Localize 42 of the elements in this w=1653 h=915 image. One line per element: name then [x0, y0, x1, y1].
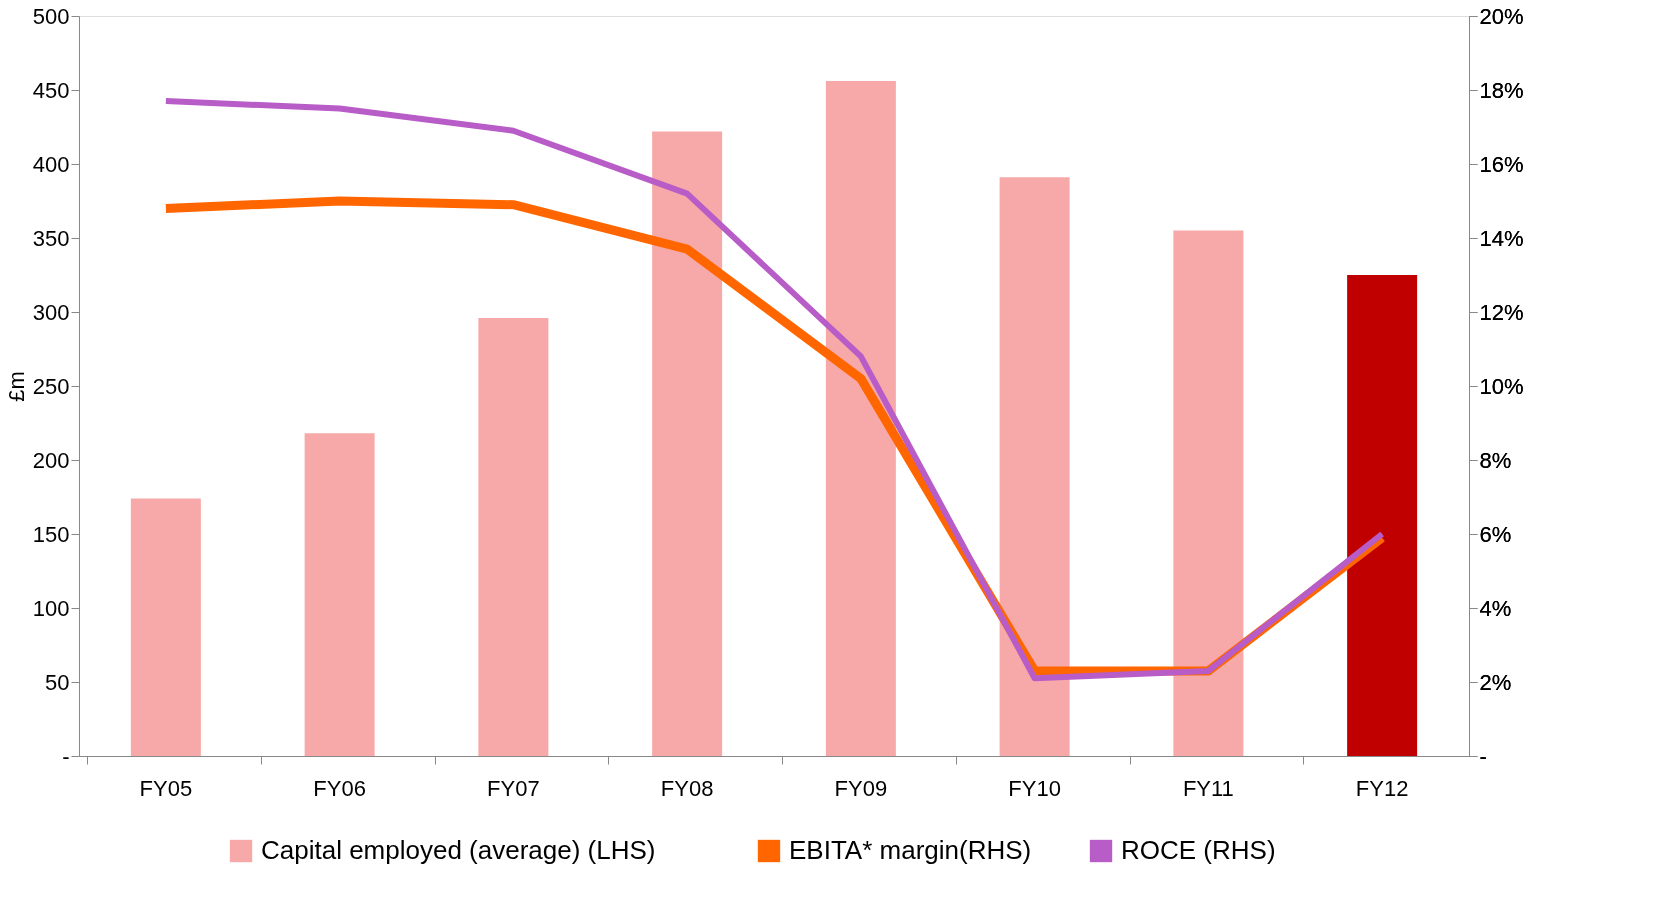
y2-tick-label: 8%: [1479, 447, 1512, 473]
legend-label: ROCE (RHS): [1121, 835, 1276, 865]
y-tick-label: 300: [32, 299, 70, 325]
y2-tick-label: 10%: [1479, 373, 1524, 399]
bar: [130, 498, 201, 756]
legend-label: Capital employed (average) (LHS): [261, 835, 656, 865]
y-tick-label: 450: [32, 77, 70, 103]
y2-tick-label: 6%: [1479, 521, 1512, 547]
bar: [1173, 230, 1244, 756]
x-tick-label: FY11: [1182, 775, 1234, 801]
x-tick-label: FY06: [313, 775, 366, 801]
y-tick-label: 500: [32, 3, 70, 29]
y-tick-label: -: [62, 743, 70, 769]
y-tick-label: 100: [32, 595, 70, 621]
y-tick-label: 50: [45, 669, 70, 695]
y-axis-title: £m: [3, 371, 29, 402]
bar: [825, 81, 896, 756]
y2-tick-label: 4%: [1479, 595, 1512, 621]
y-tick-label: 400: [32, 151, 70, 177]
y2-tick-label: 2%: [1479, 669, 1512, 695]
y2-tick-label: -: [1479, 743, 1487, 769]
y-tick-label: 200: [32, 447, 70, 473]
x-tick-label: FY05: [139, 775, 193, 801]
x-tick-label: FY08: [660, 775, 714, 801]
y-tick-label: 250: [32, 373, 70, 399]
bar: [999, 177, 1070, 756]
y2-tick-label: 16%: [1479, 151, 1524, 177]
x-tick-label: FY09: [834, 775, 888, 801]
y-tick-label: 150: [32, 521, 70, 547]
x-tick-label: FY12: [1355, 775, 1409, 801]
y2-tick-label: 14%: [1479, 225, 1524, 251]
x-tick-label: FY10: [1008, 775, 1061, 801]
bar: [478, 317, 549, 756]
bar: [1347, 275, 1418, 756]
y-tick-label: 350: [32, 225, 70, 251]
legend-label: EBITA* margin(RHS): [789, 835, 1032, 865]
y2-tick-label: 12%: [1479, 299, 1524, 325]
x-tick-label: FY07: [487, 775, 540, 801]
y2-tick-label: 20%: [1479, 3, 1524, 29]
bar: [652, 131, 723, 756]
bar: [304, 433, 375, 756]
y2-tick-label: 18%: [1479, 77, 1524, 103]
